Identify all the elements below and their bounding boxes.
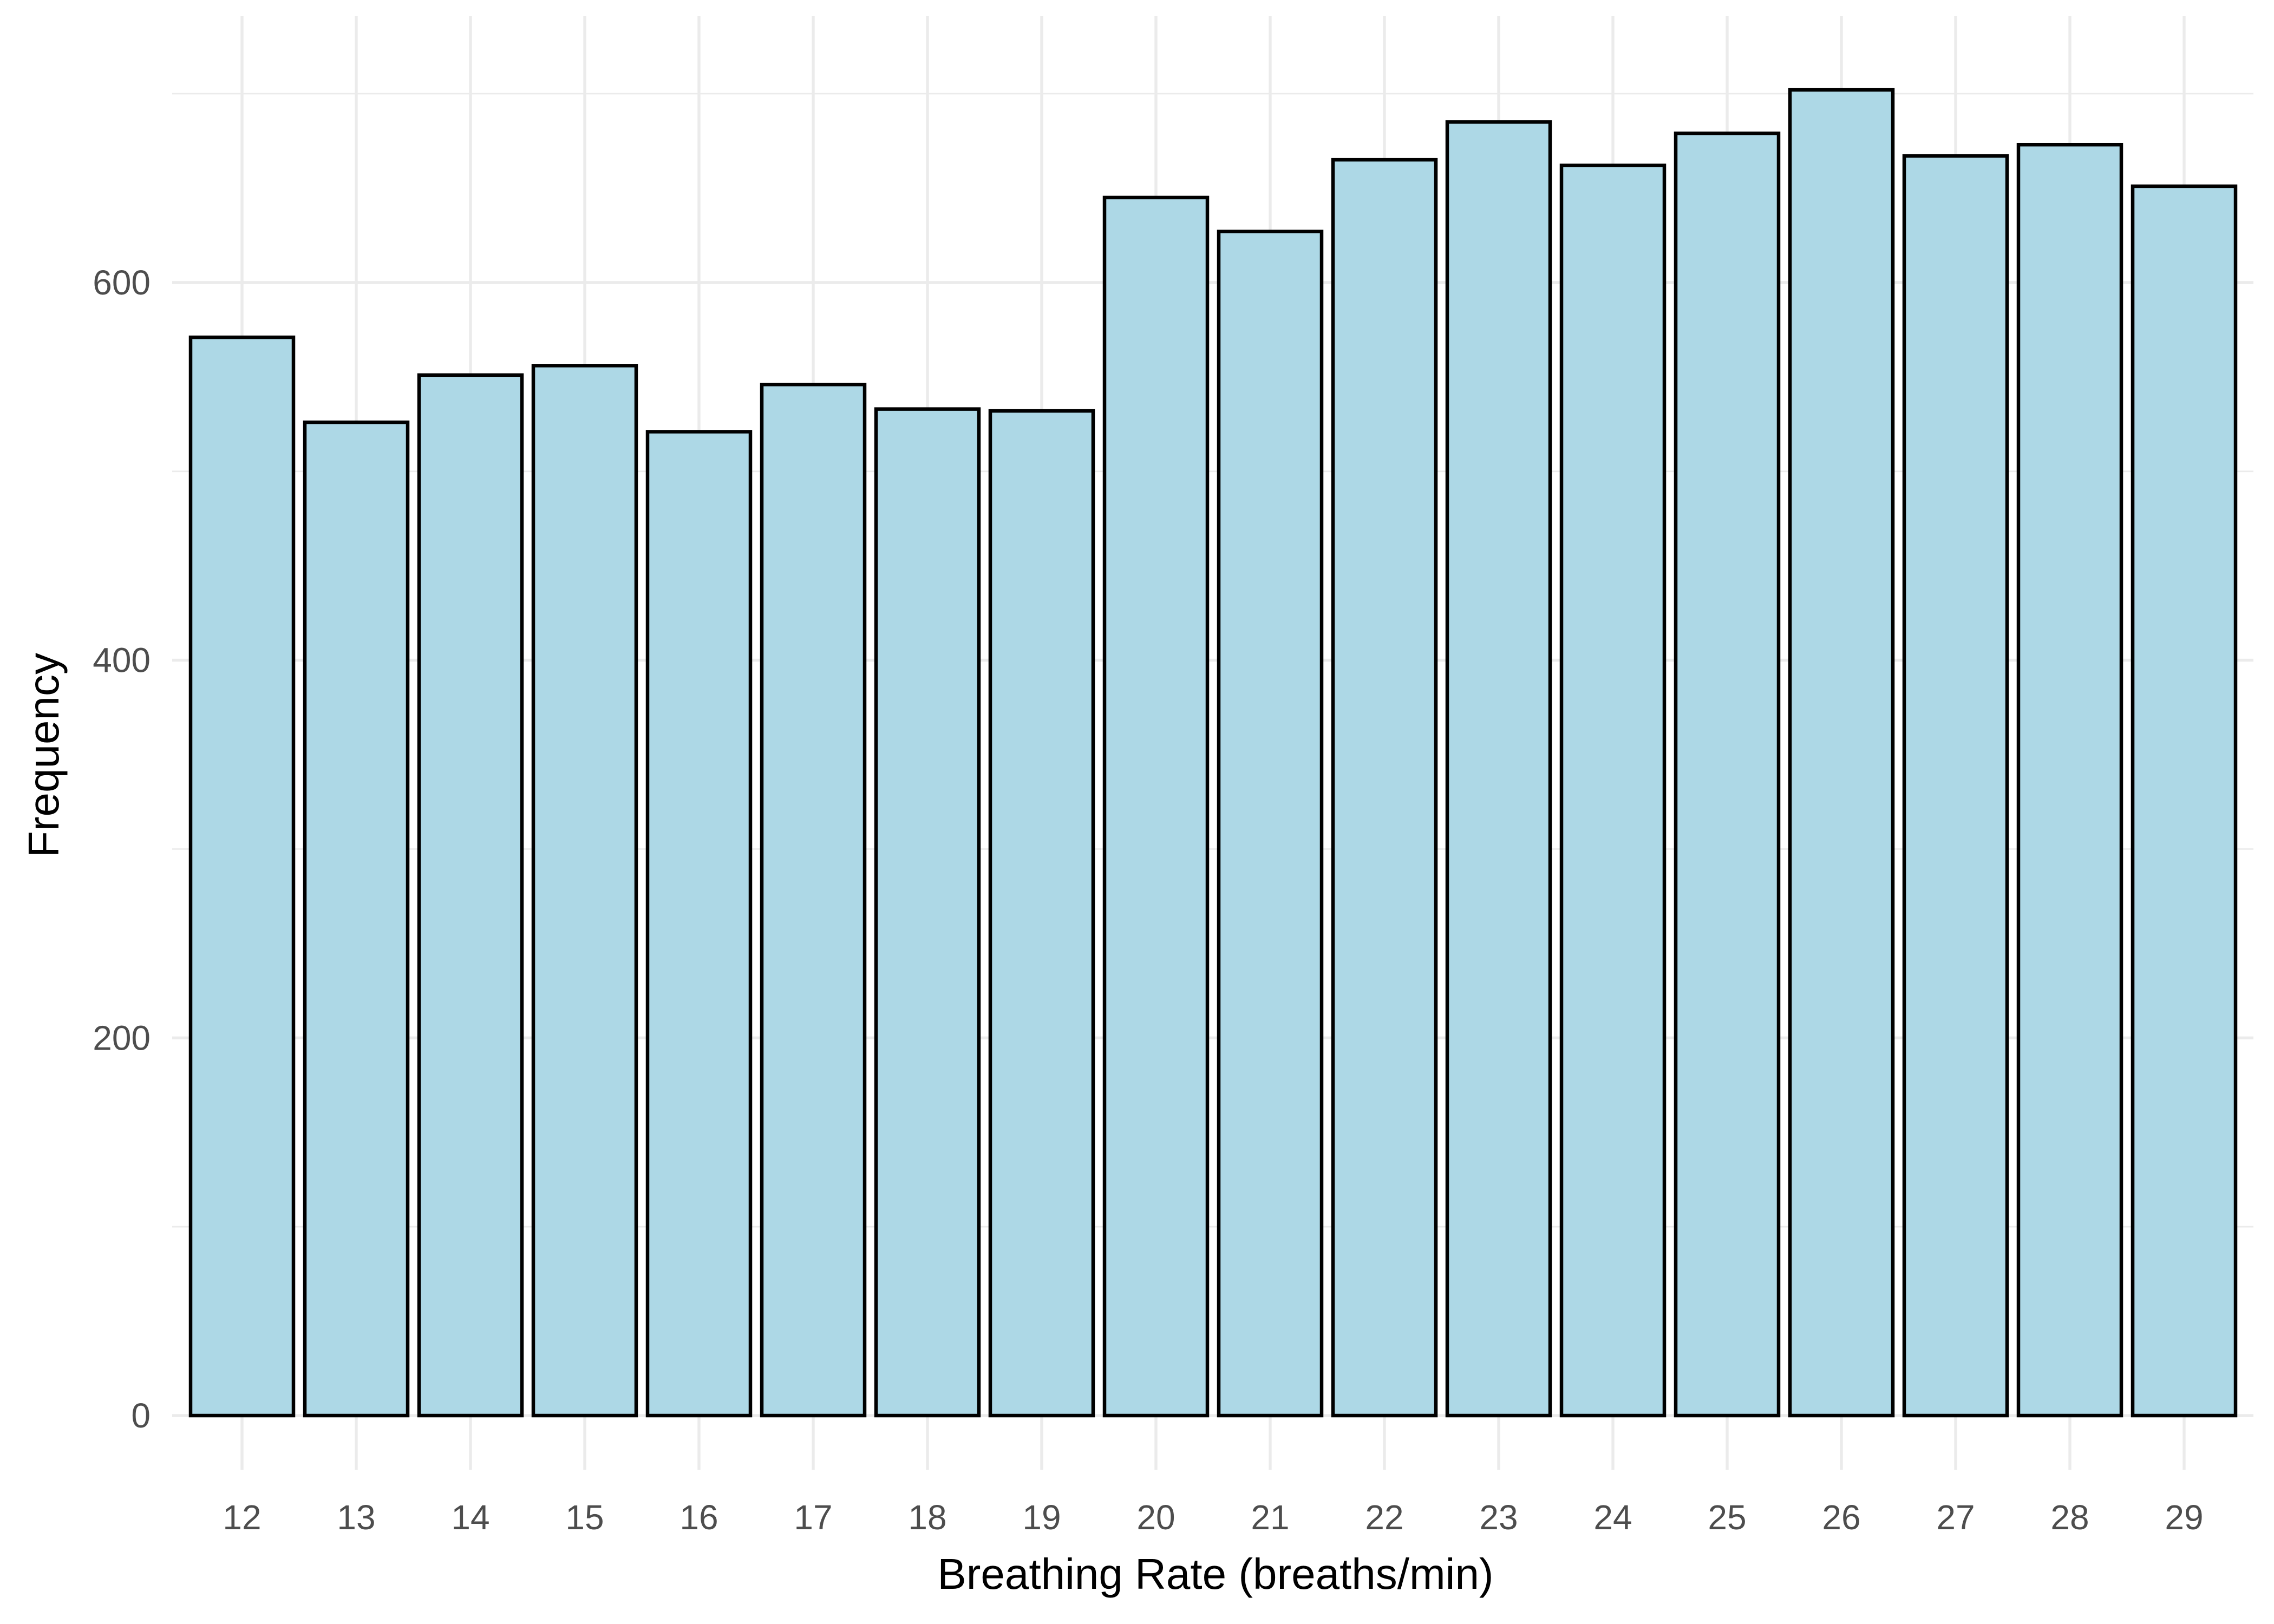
x-tick-label: 22	[1365, 1498, 1403, 1537]
y-tick-label: 400	[93, 641, 151, 680]
x-tick-label: 21	[1251, 1498, 1289, 1537]
bars	[188, 88, 2238, 1418]
y-axis-ticks: 0 200 400 600	[93, 263, 151, 1435]
x-tick-label: 26	[1822, 1498, 1860, 1537]
x-tick-label: 18	[908, 1498, 946, 1537]
x-tick-label: 15	[565, 1498, 604, 1537]
x-tick-label: 25	[1708, 1498, 1746, 1537]
bar-27	[1902, 154, 2009, 1418]
x-tick-label: 13	[337, 1498, 375, 1537]
x-axis-title: Breathing Rate (breaths/min)	[937, 1550, 1493, 1598]
bar-13	[303, 420, 410, 1418]
x-tick-label: 14	[451, 1498, 489, 1537]
bar-15	[531, 364, 638, 1418]
x-tick-label: 17	[794, 1498, 832, 1537]
bar-29	[2131, 184, 2238, 1418]
bar-24	[1559, 163, 1667, 1418]
bar-18	[874, 407, 981, 1418]
x-tick-label: 24	[1593, 1498, 1632, 1537]
y-tick-label: 600	[93, 263, 151, 302]
bar-17	[760, 383, 867, 1418]
x-tick-label: 23	[1479, 1498, 1518, 1537]
x-axis-ticks: 12 13 14 15 16 17 18 19 20 21 22 23 24 25 26 27 28 29	[223, 1498, 2203, 1537]
x-tick-label: 12	[223, 1498, 261, 1537]
bar-26	[1788, 88, 1895, 1418]
bar-20	[1102, 195, 1210, 1418]
bar-21	[1217, 230, 1324, 1418]
bar-28	[2016, 142, 2123, 1418]
bar-12	[188, 335, 296, 1418]
bar-19	[988, 409, 1095, 1418]
x-tick-label: 28	[2050, 1498, 2089, 1537]
bar-25	[1674, 132, 1781, 1418]
bar-23	[1445, 120, 1552, 1418]
y-tick-label: 200	[93, 1018, 151, 1057]
x-tick-label: 29	[2165, 1498, 2203, 1537]
bar-16	[645, 430, 753, 1418]
y-tick-label: 0	[131, 1396, 151, 1435]
y-axis-title: Frequency	[19, 653, 68, 857]
x-tick-label: 27	[1936, 1498, 1975, 1537]
x-tick-label: 19	[1022, 1498, 1061, 1537]
bar-22	[1331, 158, 1438, 1418]
x-tick-label: 20	[1136, 1498, 1175, 1537]
x-tick-label: 16	[679, 1498, 718, 1537]
bar-14	[417, 373, 524, 1418]
